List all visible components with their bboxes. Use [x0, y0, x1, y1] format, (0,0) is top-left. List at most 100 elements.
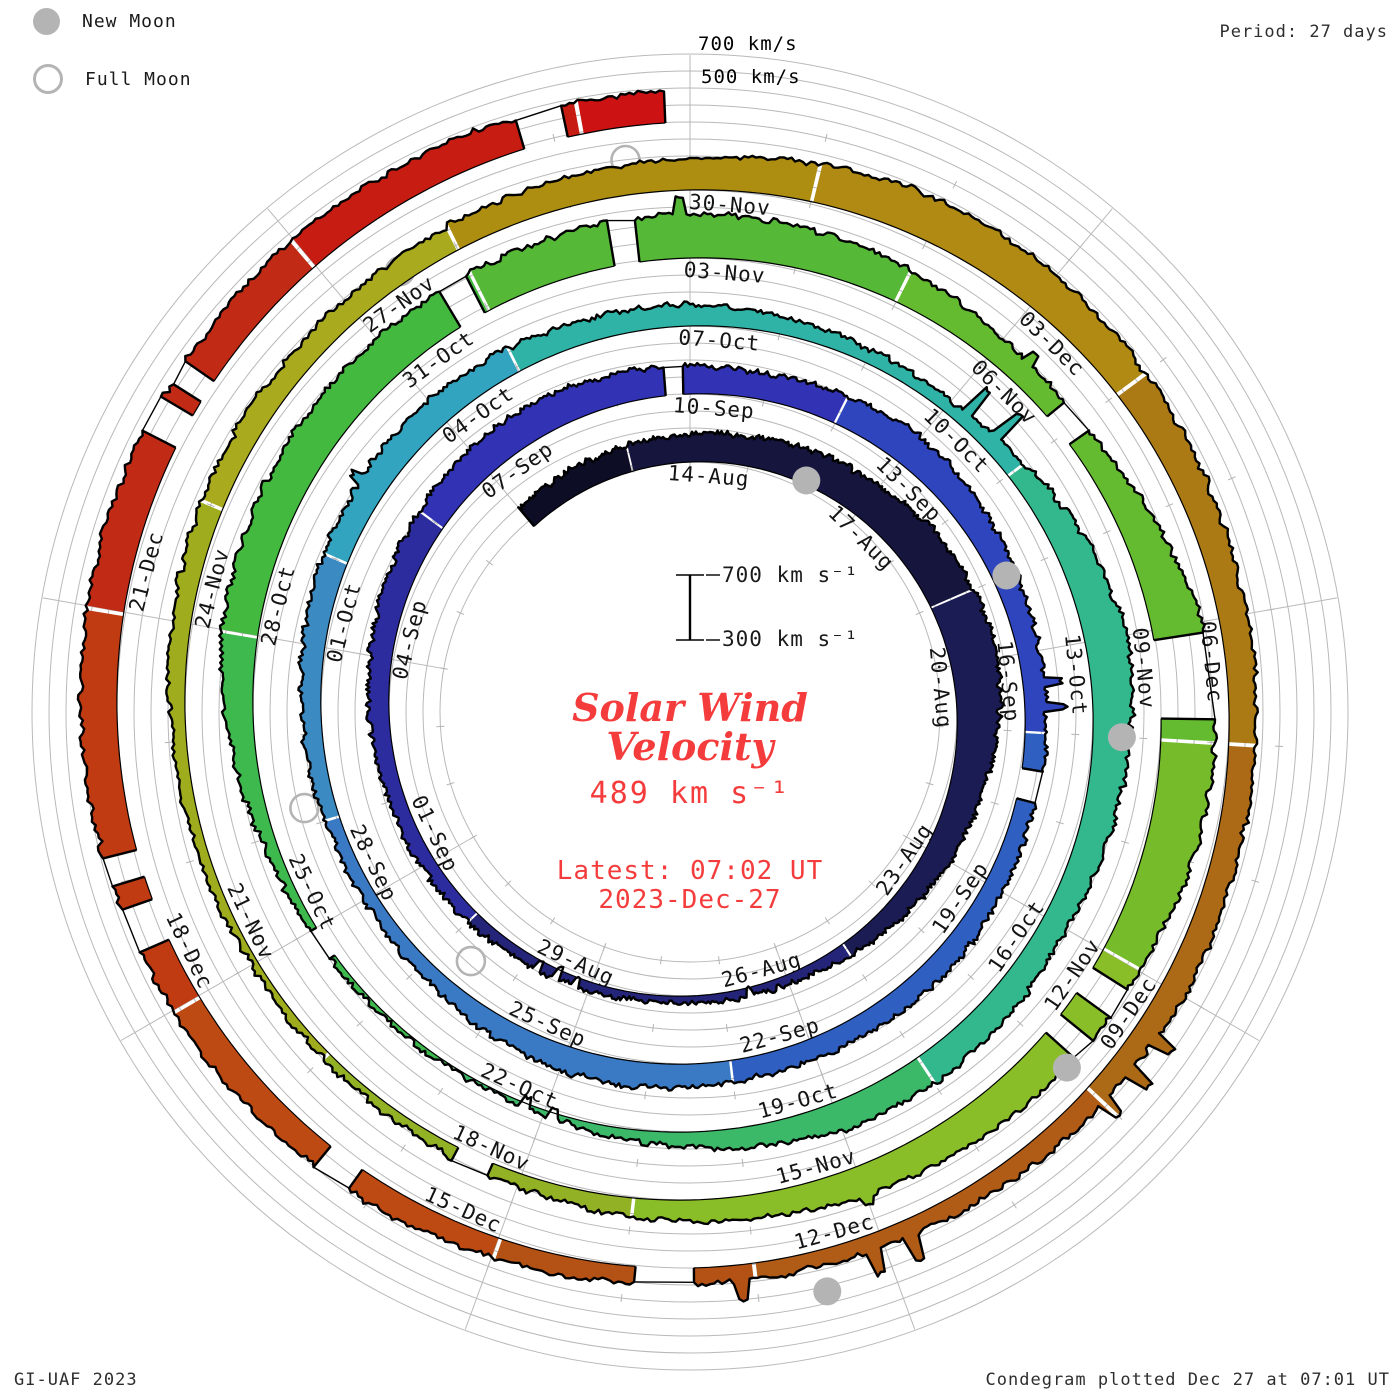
day-tick — [996, 478, 1004, 485]
band-baseline — [567, 122, 666, 138]
velocity-band-segment — [1022, 733, 1048, 772]
day-tick — [718, 956, 720, 965]
velocity-band-segment — [466, 273, 488, 313]
band-baseline — [184, 189, 1230, 1269]
band-baseline — [252, 326, 461, 929]
day-tick — [293, 936, 301, 942]
day-tick — [486, 1262, 491, 1271]
day-tick — [824, 133, 828, 142]
day-tick — [120, 879, 129, 883]
day-tick — [961, 868, 970, 874]
velocity-band-segment — [323, 1054, 459, 1161]
day-tick — [978, 360, 985, 368]
latest-date-line: 2023-Dec-27 — [598, 885, 782, 915]
day-tick — [1079, 936, 1087, 942]
velocity-trace-line — [138, 938, 332, 1169]
velocity-trace-line — [218, 290, 462, 933]
day-tick — [446, 782, 455, 786]
velocity-band-segment — [365, 512, 477, 920]
velocity-trace-line — [297, 300, 1137, 1153]
day-tick — [469, 834, 478, 840]
date-label: 14-Aug — [667, 461, 750, 491]
velocity-band-segment — [77, 610, 137, 859]
day-tick — [620, 1293, 623, 1303]
day-tick — [453, 241, 458, 250]
day-tick — [974, 1144, 980, 1152]
day-tick — [1016, 1020, 1024, 1027]
day-tick — [509, 1198, 514, 1207]
day-tick — [847, 517, 854, 524]
day-tick — [1133, 631, 1142, 635]
day-tick — [234, 970, 242, 976]
day-tick — [830, 424, 835, 432]
velocity-band-segment — [325, 817, 732, 1091]
day-tick — [773, 942, 778, 951]
band-baseline — [320, 325, 1094, 1133]
day-tick — [1011, 1201, 1017, 1209]
day-tick — [749, 1226, 752, 1235]
date-label: 10-Sep — [672, 393, 755, 423]
new-moon-marker — [813, 1277, 842, 1306]
day-tick — [400, 1144, 406, 1152]
gap-connector-line — [1073, 1040, 1094, 1059]
new-moon-legend-label: New Moon — [82, 11, 177, 32]
velocity-trace-line — [486, 1031, 1075, 1226]
day-tick — [741, 1158, 744, 1167]
day-tick — [1197, 1004, 1205, 1010]
day-tick — [352, 902, 360, 908]
full-moon-marker — [455, 945, 487, 977]
day-tick — [307, 256, 314, 264]
velocity-trace-line — [76, 429, 177, 860]
velocity-band-segment — [421, 365, 666, 528]
new-moon-icon — [33, 8, 60, 35]
gap-connector-line — [1034, 771, 1044, 804]
day-tick — [514, 363, 520, 371]
gap-connector-line — [663, 365, 683, 369]
day-tick — [206, 503, 215, 508]
new-moon-marker — [992, 561, 1021, 590]
day-tick — [889, 1262, 894, 1271]
day-tick — [796, 1006, 801, 1015]
band-baseline — [116, 447, 177, 851]
new-moon-marker — [792, 466, 821, 495]
band-baseline — [362, 1169, 636, 1267]
band-baseline — [192, 401, 202, 416]
plot-caption: Condegram plotted Dec 27 at 07:01 UT — [985, 1370, 1390, 1390]
velocity-band-segment — [1118, 374, 1258, 744]
day-tick — [602, 942, 607, 951]
velocity-band-segment — [634, 196, 910, 301]
velocity-band-segment — [494, 1239, 636, 1285]
velocity-band-segment — [174, 999, 331, 1168]
day-tick — [887, 559, 895, 566]
band-baseline — [683, 393, 1026, 769]
day-tick — [307, 1067, 314, 1074]
day-tick — [1102, 530, 1111, 535]
period-label: Period: 27 days — [1219, 22, 1388, 42]
day-tick — [552, 133, 556, 142]
credit-label: GI-UAF 2023 — [14, 1370, 138, 1390]
velocity-band-segment — [627, 430, 971, 607]
day-tick — [891, 302, 896, 311]
day-tick — [843, 1134, 848, 1143]
velocity-band-segment — [509, 301, 1023, 475]
legend-row-new-moon: New Moon — [33, 8, 192, 35]
day-tick — [660, 956, 662, 965]
velocity-trace-line — [364, 364, 1005, 1007]
velocity-band-segment — [1092, 950, 1140, 990]
day-tick — [381, 801, 390, 805]
day-tick — [733, 1091, 736, 1100]
band-baseline — [492, 1032, 1047, 1201]
velocity-band-segment — [166, 501, 328, 1056]
velocity-band-segment — [447, 155, 819, 249]
band-baseline — [639, 257, 1048, 417]
gap-connector-line — [1063, 402, 1090, 432]
velocity-band-segment — [470, 220, 615, 310]
day-tick — [455, 927, 462, 934]
velocity-band-segment — [455, 1058, 933, 1152]
day-tick — [967, 973, 975, 980]
legend-row-full-moon: Full Moon — [33, 64, 192, 94]
day-tick — [1227, 476, 1236, 481]
velocity-band-segment — [835, 398, 1068, 732]
day-tick — [941, 519, 949, 525]
day-tick — [1066, 256, 1073, 264]
